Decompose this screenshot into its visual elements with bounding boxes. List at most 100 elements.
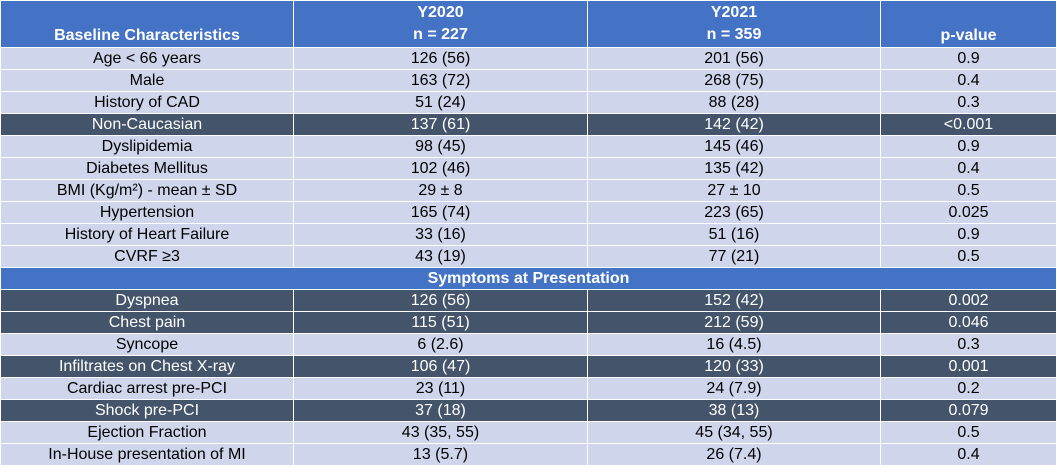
p-value-cell: 0.9 bbox=[880, 47, 1057, 70]
row-label-cell: Syncope bbox=[0, 333, 294, 356]
y2020-value-cell: 6 (2.6) bbox=[293, 333, 588, 356]
table-row: Male 163 (72) 268 (75) 0.4 bbox=[0, 69, 1057, 92]
y2021-value-cell: 27 ± 10 bbox=[587, 179, 881, 202]
p-value-cell: 0.002 bbox=[880, 289, 1057, 312]
table-row: Chest pain 115 (51) 212 (59) 0.046 bbox=[0, 311, 1057, 334]
table-row: Infiltrates on Chest X-ray 106 (47) 120 (3… bbox=[0, 355, 1057, 378]
table-row: Dyslipidemia 98 (45) 145 (46) 0.9 bbox=[0, 135, 1057, 158]
table-row: History of CAD 51 (24) 88 (28) 0.3 bbox=[0, 91, 1057, 114]
header-p-value: p-value bbox=[880, 0, 1057, 48]
y2020-value-cell: 98 (45) bbox=[293, 135, 588, 158]
y2020-value-cell: 43 (35, 55) bbox=[293, 421, 588, 444]
table-header-row: Baseline Characteristics Y2020 n = 227 Y… bbox=[0, 0, 1057, 48]
p-value-cell: 0.001 bbox=[880, 355, 1057, 378]
row-label-cell: Age < 66 years bbox=[0, 47, 294, 70]
y2021-value-cell: 145 (46) bbox=[587, 135, 881, 158]
row-label-cell: In-House presentation of MI bbox=[0, 443, 294, 466]
table-body: Age < 66 years 126 (56) 201 (56) 0.9 Male 163… bbox=[0, 47, 1057, 466]
p-value-cell: 0.2 bbox=[880, 377, 1057, 400]
y2021-value-cell: 152 (42) bbox=[587, 289, 881, 312]
row-label-cell: Chest pain bbox=[0, 311, 294, 334]
y2021-value-cell: 16 (4.5) bbox=[587, 333, 881, 356]
p-value-cell: 0.046 bbox=[880, 311, 1057, 334]
header-y2020: Y2020 n = 227 bbox=[293, 0, 588, 48]
y2020-value-cell: 33 (16) bbox=[293, 223, 588, 246]
row-label-cell: Male bbox=[0, 69, 294, 92]
section-row: Symptoms at Presentation bbox=[0, 267, 1057, 290]
header-y2021-year: Y2021 bbox=[710, 4, 758, 21]
y2021-value-cell: 223 (65) bbox=[587, 201, 881, 224]
row-label-cell: CVRF ≥3 bbox=[0, 245, 294, 268]
y2021-value-cell: 268 (75) bbox=[587, 69, 881, 92]
row-label-cell: Shock pre-PCI bbox=[0, 399, 294, 422]
header-y2021-n: n = 359 bbox=[706, 26, 762, 43]
y2021-value-cell: 201 (56) bbox=[587, 47, 881, 70]
p-value-cell: 0.3 bbox=[880, 333, 1057, 356]
y2020-value-cell: 51 (24) bbox=[293, 91, 588, 114]
y2021-value-cell: 77 (21) bbox=[587, 245, 881, 268]
y2020-value-cell: 137 (61) bbox=[293, 113, 588, 136]
y2021-value-cell: 51 (16) bbox=[587, 223, 881, 246]
y2021-value-cell: 38 (13) bbox=[587, 399, 881, 422]
y2020-value-cell: 126 (56) bbox=[293, 47, 588, 70]
table-row: History of Heart Failure 33 (16) 51 (16) 0.… bbox=[0, 223, 1057, 246]
y2021-value-cell: 212 (59) bbox=[587, 311, 881, 334]
header-y2020-n: n = 227 bbox=[413, 26, 468, 43]
row-label-cell: Ejection Fraction bbox=[0, 421, 294, 444]
y2020-value-cell: 115 (51) bbox=[293, 311, 588, 334]
y2020-value-cell: 106 (47) bbox=[293, 355, 588, 378]
table-row: Syncope 6 (2.6) 16 (4.5) 0.3 bbox=[0, 333, 1057, 356]
table-row: CVRF ≥3 43 (19) 77 (21) 0.5 bbox=[0, 245, 1057, 268]
p-value-cell: 0.5 bbox=[880, 245, 1057, 268]
y2021-value-cell: 45 (34, 55) bbox=[587, 421, 881, 444]
header-y2021: Y2021 n = 359 bbox=[587, 0, 881, 48]
section-title: Symptoms at Presentation bbox=[0, 267, 1057, 290]
row-label-cell: History of Heart Failure bbox=[0, 223, 294, 246]
row-label-cell: History of CAD bbox=[0, 91, 294, 114]
y2021-value-cell: 24 (7.9) bbox=[587, 377, 881, 400]
y2020-value-cell: 163 (72) bbox=[293, 69, 588, 92]
y2020-value-cell: 102 (46) bbox=[293, 157, 588, 180]
p-value-cell: 0.3 bbox=[880, 91, 1057, 114]
p-value-cell: 0.9 bbox=[880, 223, 1057, 246]
p-value-cell: <0.001 bbox=[880, 113, 1057, 136]
y2021-value-cell: 88 (28) bbox=[587, 91, 881, 114]
p-value-cell: 0.025 bbox=[880, 201, 1057, 224]
p-value-cell: 0.4 bbox=[880, 157, 1057, 180]
y2021-value-cell: 142 (42) bbox=[587, 113, 881, 136]
p-value-cell: 0.4 bbox=[880, 443, 1057, 466]
table-row: Cardiac arrest pre-PCI 23 (11) 24 (7.9) 0.2 bbox=[0, 377, 1057, 400]
table-row: Diabetes Mellitus 102 (46) 135 (42) 0.4 bbox=[0, 157, 1057, 180]
p-value-cell: 0.4 bbox=[880, 69, 1057, 92]
y2020-value-cell: 37 (18) bbox=[293, 399, 588, 422]
row-label-cell: Cardiac arrest pre-PCI bbox=[0, 377, 294, 400]
table-row: Shock pre-PCI 37 (18) 38 (13) 0.079 bbox=[0, 399, 1057, 422]
y2021-value-cell: 120 (33) bbox=[587, 355, 881, 378]
header-baseline-characteristics: Baseline Characteristics bbox=[0, 0, 294, 48]
header-y2020-year: Y2020 bbox=[417, 4, 464, 21]
p-value-cell: 0.9 bbox=[880, 135, 1057, 158]
y2020-value-cell: 29 ± 8 bbox=[293, 179, 588, 202]
p-value-cell: 0.5 bbox=[880, 421, 1057, 444]
table-row: Ejection Fraction 43 (35, 55) 45 (34, 55) 0… bbox=[0, 421, 1057, 444]
y2020-value-cell: 13 (5.7) bbox=[293, 443, 588, 466]
table-row: Age < 66 years 126 (56) 201 (56) 0.9 bbox=[0, 47, 1057, 70]
y2020-value-cell: 165 (74) bbox=[293, 201, 588, 224]
y2021-value-cell: 135 (42) bbox=[587, 157, 881, 180]
table-row: Non-Caucasian 137 (61) 142 (42) <0.001 bbox=[0, 113, 1057, 136]
y2020-value-cell: 23 (11) bbox=[293, 377, 588, 400]
row-label-cell: Diabetes Mellitus bbox=[0, 157, 294, 180]
table-row: BMI (Kg/m²) - mean ± SD 29 ± 8 27 ± 10 0.5 bbox=[0, 179, 1057, 202]
table-row: Hypertension 165 (74) 223 (65) 0.025 bbox=[0, 201, 1057, 224]
row-label-cell: BMI (Kg/m²) - mean ± SD bbox=[0, 179, 294, 202]
p-value-cell: 0.5 bbox=[880, 179, 1057, 202]
row-label-cell: Dyslipidemia bbox=[0, 135, 294, 158]
row-label-cell: Infiltrates on Chest X-ray bbox=[0, 355, 294, 378]
table-row: Dyspnea 126 (56) 152 (42) 0.002 bbox=[0, 289, 1057, 312]
y2020-value-cell: 43 (19) bbox=[293, 245, 588, 268]
y2020-value-cell: 126 (56) bbox=[293, 289, 588, 312]
row-label-cell: Non-Caucasian bbox=[0, 113, 294, 136]
y2021-value-cell: 26 (7.4) bbox=[587, 443, 881, 466]
row-label-cell: Dyspnea bbox=[0, 289, 294, 312]
